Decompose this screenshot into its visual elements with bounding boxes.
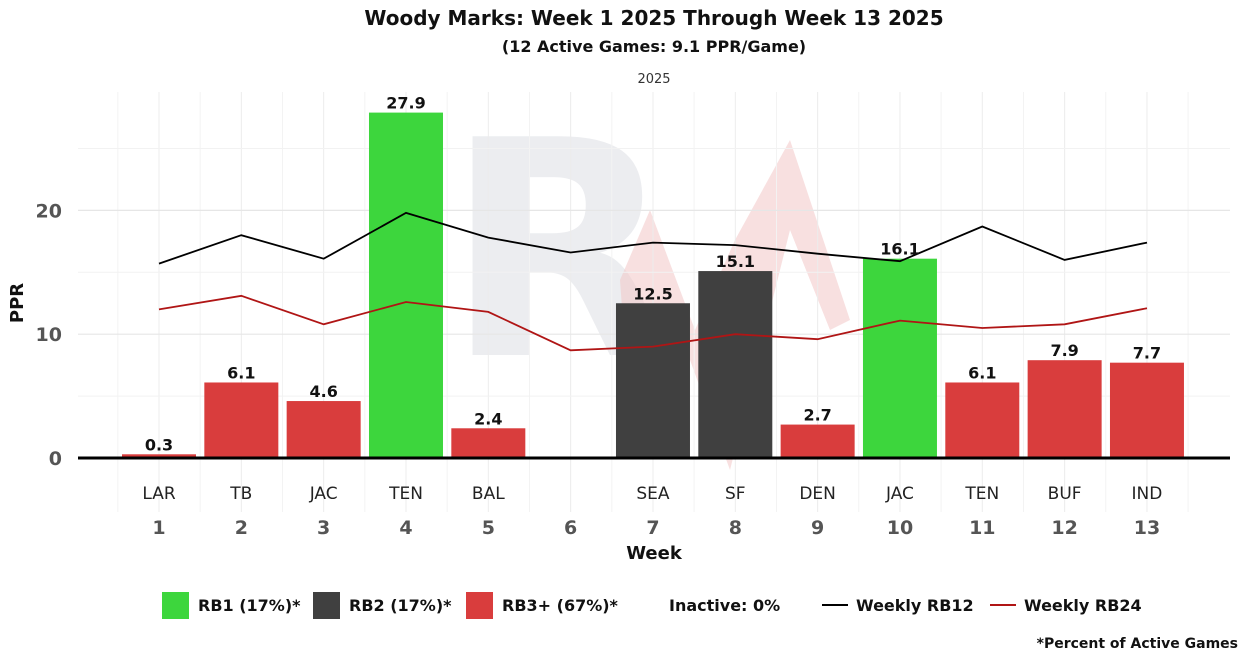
y-tick-label: 10: [36, 324, 62, 346]
x-tick-label: 13: [1134, 517, 1160, 539]
bar-week-8: [698, 271, 773, 458]
bar-week-11: [945, 382, 1020, 458]
legend-swatch: [466, 592, 493, 619]
legend-label: RB1 (17%)*: [198, 596, 301, 615]
legend-item: RB1 (17%)*: [162, 592, 301, 619]
legend-label: Weekly RB24: [1024, 596, 1142, 615]
series-line-rb24: [158, 294, 1148, 352]
bar-week-4: [368, 112, 443, 459]
opponent-label: SF: [725, 484, 746, 504]
bar-value-label: 15.1: [716, 252, 755, 271]
bar-week-13: [1109, 362, 1184, 458]
bar-week-5: [451, 428, 526, 458]
x-tick-label: 8: [729, 517, 742, 539]
x-tick-label: 3: [317, 517, 330, 539]
bar-value-label: 6.1: [227, 363, 255, 382]
legend: RB1 (17%)* RB2 (17%)* RB3+ (67%)* Inactive:…: [162, 592, 1142, 619]
opponent-label: BAL: [472, 484, 505, 504]
opponent-label: IND: [1132, 484, 1163, 504]
legend-label: Weekly RB12: [856, 596, 974, 615]
x-tick-label: 11: [969, 517, 995, 539]
bar-value-label: 6.1: [968, 363, 996, 382]
x-tick-label: 4: [399, 517, 412, 539]
chart-title: Woody Marks: Week 1 2025 Through Week 13…: [364, 6, 943, 30]
bar-value-label: 16.1: [880, 240, 919, 259]
legend-label: RB2 (17%)*: [349, 596, 452, 615]
opponent-label: DEN: [799, 484, 836, 504]
legend-swatch: [162, 592, 189, 619]
grid: [78, 92, 1230, 512]
legend-label: Inactive: 0%: [669, 596, 780, 615]
footnote: *Percent of Active Games: [1037, 636, 1238, 652]
opponent-label: JAC: [885, 484, 914, 504]
x-tick-label: 5: [482, 517, 495, 539]
reference-lines: [158, 211, 1148, 352]
bar-week-10: [862, 258, 937, 458]
legend-item: RB2 (17%)*: [313, 592, 452, 619]
bar-value-label: 27.9: [386, 94, 425, 113]
x-tick-label: 6: [564, 517, 577, 539]
legend-item: RB3+ (67%)*: [466, 592, 619, 619]
series-line-rb12: [158, 211, 1148, 265]
bar-week-7: [615, 303, 690, 458]
bar-week-1: [122, 454, 196, 458]
x-tick-label: 12: [1051, 517, 1077, 539]
opponent-label: TB: [229, 484, 252, 504]
opponent-label: TEN: [964, 484, 999, 504]
bar-week-12: [1027, 360, 1102, 458]
legend-item: Inactive: 0%: [669, 596, 780, 615]
legend-swatch: [313, 592, 340, 619]
y-tick-label: 0: [49, 448, 62, 470]
opponent-label: TEN: [388, 484, 423, 504]
bar-value-label: 7.7: [1133, 344, 1161, 363]
y-axis-title: PPR: [7, 283, 28, 323]
legend-item: Weekly RB24: [990, 596, 1142, 615]
bar-week-9: [780, 424, 855, 458]
opponent-label: SEA: [636, 484, 670, 504]
bar-value-label: 7.9: [1050, 341, 1078, 360]
facet-label: 2025: [637, 72, 670, 87]
bar-week-3: [286, 401, 361, 458]
x-tick-label: 1: [152, 517, 165, 539]
bar-value-label: 12.5: [633, 284, 672, 303]
bar-value-label: 2.4: [474, 409, 502, 428]
bar-value-label: 4.6: [309, 382, 337, 401]
opponent-label: LAR: [142, 484, 175, 504]
opponent-label: BUF: [1048, 484, 1082, 504]
x-tick-label: 9: [811, 517, 824, 539]
x-tick-label: 10: [887, 517, 913, 539]
x-tick-label: 2: [235, 517, 248, 539]
bars: [122, 112, 1184, 459]
legend-item: Weekly RB12: [822, 596, 974, 615]
bar-value-labels: 0.3 6.1 4.6 27.9 2.4 12.5 15.1 2.7 16.1 6.1 7.9 7.7: [145, 94, 1161, 455]
axes: 0 10 20 LAR TB JAC TEN BAL SEA SF DEN JAC TEN BUF IND 1…: [36, 200, 1230, 539]
y-tick-label: 20: [36, 200, 62, 222]
x-tick-label: 7: [646, 517, 659, 539]
bar-value-label: 0.3: [145, 435, 173, 454]
x-axis-title: Week: [626, 543, 683, 564]
opponent-label: JAC: [309, 484, 338, 504]
legend-label: RB3+ (67%)*: [502, 596, 619, 615]
chart-subtitle: (12 Active Games: 9.1 PPR/Game): [502, 37, 806, 56]
bar-value-label: 2.7: [803, 406, 831, 425]
bar-week-2: [204, 382, 279, 458]
